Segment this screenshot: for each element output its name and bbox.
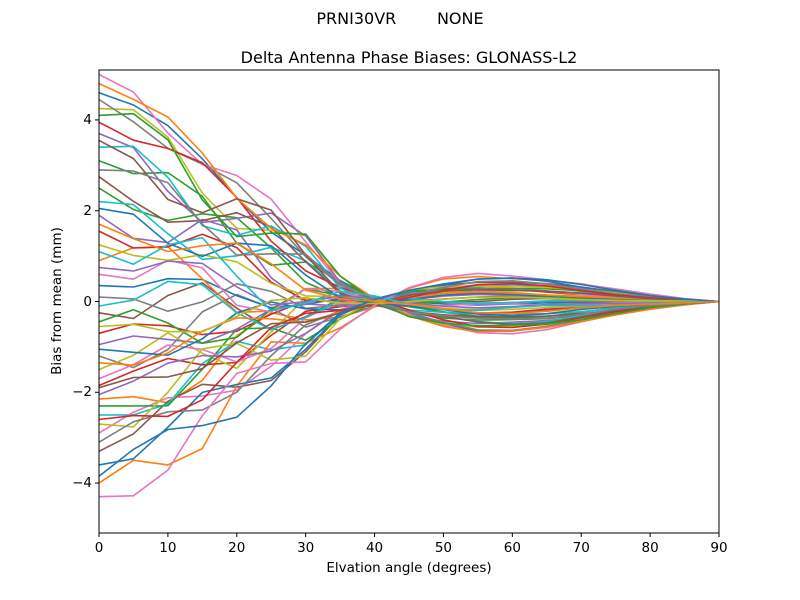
series-line-46 — [98, 272, 720, 498]
series-line-43 — [98, 282, 720, 421]
series-line-42 — [98, 112, 720, 327]
series-line-47 — [98, 169, 720, 320]
series-line-48 — [98, 296, 720, 333]
series-line-31 — [98, 82, 720, 333]
x-tick-label: 40 — [365, 540, 384, 556]
x-tick-label: 70 — [572, 540, 590, 556]
series-line-45 — [98, 288, 720, 389]
series-line-51 — [98, 223, 720, 315]
axes-title: Delta Antenna Phase Biases: GLONASS-L2 — [240, 48, 578, 67]
x-tick-label: 20 — [228, 540, 246, 556]
x-tick-label: 50 — [434, 540, 453, 556]
x-tick-label: 80 — [641, 540, 659, 556]
x-tick-label: 0 — [94, 540, 104, 556]
x-tick-label: 60 — [503, 540, 521, 556]
series-line-50 — [98, 277, 720, 477]
y-tick-label: −4 — [72, 475, 92, 492]
x-tick-label: 90 — [710, 540, 728, 556]
y-tick-label: −2 — [72, 384, 92, 401]
series-line-23 — [98, 121, 720, 329]
y-tick-label: 0 — [83, 293, 92, 310]
x-tick-label: 10 — [159, 540, 177, 556]
x-tick-label: 30 — [297, 540, 315, 556]
figure-suptitle: PRNI30VR NONE — [316, 9, 484, 28]
series-line-30 — [98, 292, 720, 357]
y-tick-label: 2 — [83, 202, 92, 219]
x-axis-label: Elvation angle (degrees) — [326, 560, 492, 576]
y-tick-label: 4 — [83, 111, 92, 128]
